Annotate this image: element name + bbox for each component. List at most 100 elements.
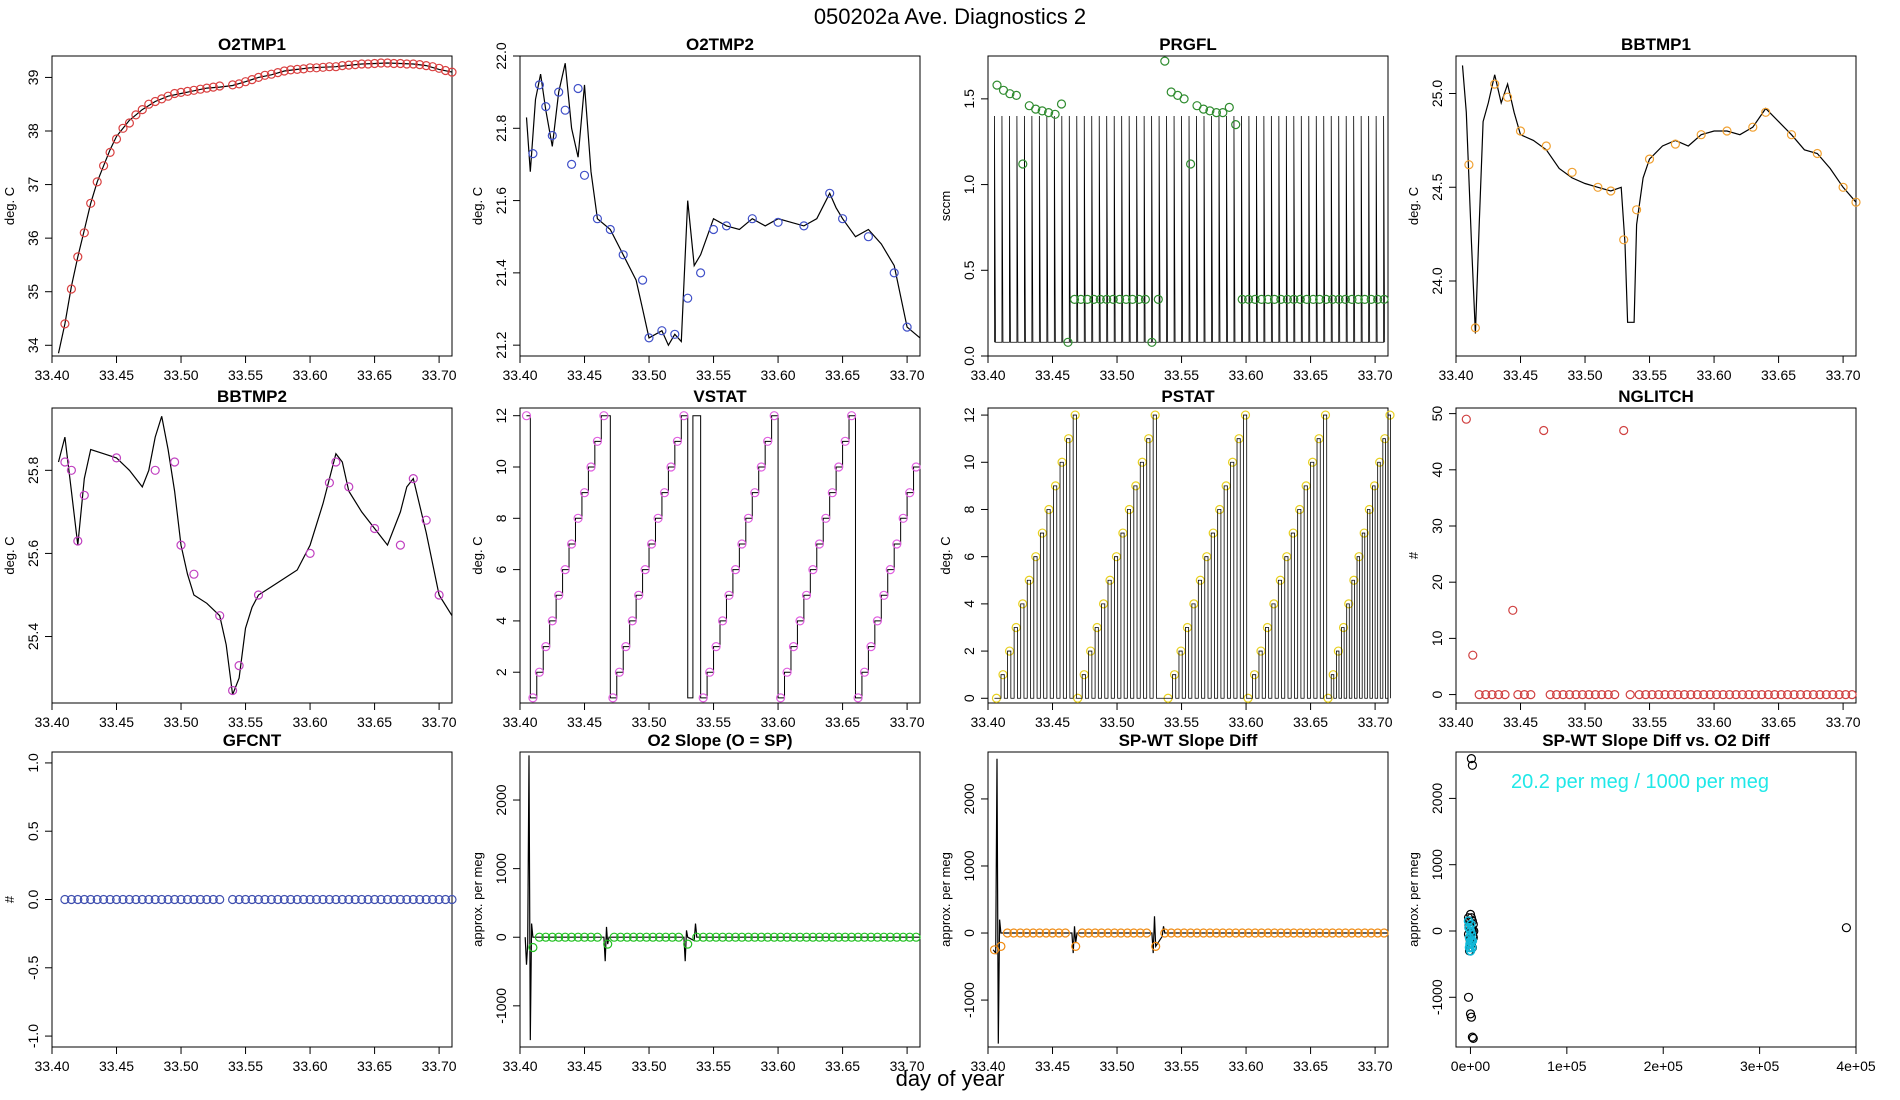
data-point [1004,646,1015,656]
x-tick-label: 33.70 [1358,367,1393,383]
data-point [1079,670,1089,680]
data-point [1116,928,1126,938]
data-point [859,667,870,677]
data-point [1466,1012,1477,1022]
data-point [1463,992,1474,1002]
data-point [618,250,628,260]
x-axis: 33.40 33.45 33.50 33.55 33.60 33.65 33.70 [970,356,1393,383]
data-point [1711,689,1722,700]
x-tick-label: 4e+05 [1836,1058,1876,1074]
x-tick-label: 33.60 [1697,367,1732,383]
x-tick-label: 33.55 [228,367,263,383]
data-point [305,63,315,73]
y-axis: -1000 0 1000 2000 [961,783,988,1018]
data-point [592,214,603,224]
data-point [711,641,721,652]
x-tick-label: 33.65 [357,1058,392,1074]
data-point [1015,928,1025,938]
y-axis-label: approx. per meg [1406,852,1421,947]
data-point [1037,528,1047,538]
x-tick-label: 33.70 [422,714,457,730]
y-axis: 0 10 20 30 40 50 [1429,406,1456,698]
data-point [554,87,564,97]
data-point [1500,689,1510,700]
data-point [840,932,850,942]
data-point [66,894,77,905]
y-tick-label: 35 [25,284,41,300]
data-point [1647,689,1657,700]
y-tick-label: 12 [961,407,977,423]
y-tick-label: 1.5 [961,89,977,109]
data-point [234,660,244,671]
data-line [994,414,1391,699]
data-point [421,894,431,905]
series [992,56,1389,347]
y-axis-label: deg. C [470,187,485,225]
data-point [247,894,257,905]
y-axis-label: deg. C [2,536,17,574]
series [60,894,457,905]
y-tick-label: 12 [493,408,509,424]
data-point [382,894,393,905]
data-point [1487,689,1497,700]
data-point [1096,928,1107,938]
data-point [1634,689,1644,700]
y-tick-label: -1000 [961,982,977,1018]
data-point [1301,481,1311,491]
data-point [743,932,754,942]
data-point [1834,689,1844,700]
data-point [1327,294,1338,304]
x-tick-label: 33.45 [99,1058,134,1074]
data-point [260,70,270,80]
y-tick-label: 1000 [493,853,509,884]
data-point [137,104,147,115]
data-point [879,590,889,600]
data-point [788,641,799,652]
x-tick-label: 33.65 [1761,714,1796,730]
data-point [1802,689,1812,700]
data-point [170,894,180,905]
x-tick-label: 33.50 [164,367,199,383]
data-point [1114,294,1125,304]
x-tick-label: 33.45 [99,714,134,730]
data-point [421,60,431,71]
x-axis: 33.40 33.45 33.50 33.55 33.60 33.65 33.70 [970,703,1393,730]
data-point [1263,294,1273,304]
x-tick-label: 33.65 [1293,1058,1328,1074]
data-point [1786,130,1797,140]
data-point [447,67,457,77]
x-tick-label: 33.55 [696,714,731,730]
data-point [1063,337,1073,347]
data-point [1320,410,1331,420]
data-point [286,65,296,75]
data-point [1808,689,1819,700]
data-point [872,932,883,942]
data-point [1147,337,1157,347]
data-point [705,667,715,677]
data-point [1295,504,1305,515]
x-tick-label: 0e+00 [1451,1058,1491,1074]
x-tick-label: 33.45 [1503,367,1538,383]
plot-frame [51,55,453,357]
data-point [1086,646,1096,656]
data-point [1619,425,1629,436]
data-point [1160,56,1170,66]
data-point [1539,425,1549,436]
data-point [105,894,115,905]
data-point [566,539,577,549]
data-point [586,462,596,472]
data-point [124,118,134,128]
data-point [1198,928,1209,938]
data-point [131,110,141,120]
data-point [622,932,632,942]
data-point [905,932,915,942]
y-tick-label: -1000 [1429,979,1445,1015]
panel-pstat: PSTAT deg. C 33.40 33.45 33.50 33.55 33.60 33.6… [938,387,1395,730]
data-point [911,932,921,942]
data-point [1054,928,1064,938]
data-point [415,59,425,70]
y-tick-label: 6 [493,566,509,574]
plot-frame [987,55,1389,357]
data-point [357,894,367,905]
